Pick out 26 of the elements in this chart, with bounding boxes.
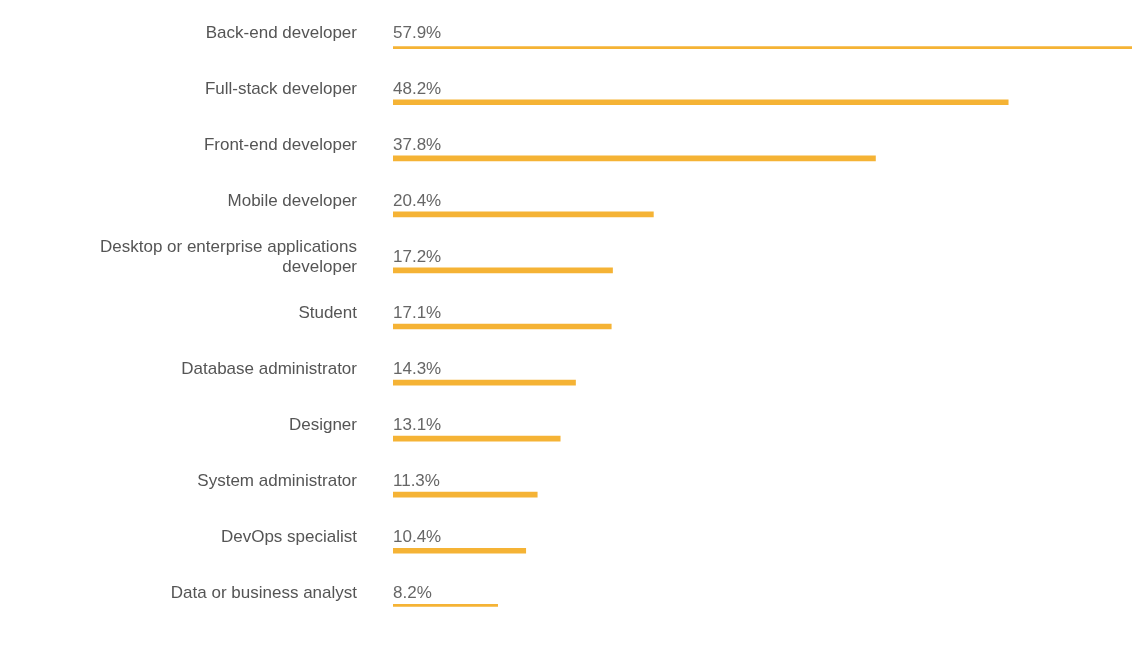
y-tick-label: Front-end developer <box>203 135 358 155</box>
y-tick-label: System administrator <box>197 471 358 491</box>
data-label: 8.2% <box>393 583 432 603</box>
data-label: 20.4% <box>393 191 442 211</box>
y-tick-label: Student <box>298 303 358 323</box>
y-tick-label: Mobile developer <box>227 191 358 211</box>
data-label: 37.8% <box>393 135 442 155</box>
y-tick-label: Desktop or enterprise applications developer <box>99 236 358 277</box>
y-tick-label: DevOps specialist <box>220 527 358 547</box>
data-label: 57.9% <box>393 22 442 42</box>
bar <box>393 547 527 554</box>
data-label: 17.2% <box>393 247 442 267</box>
y-tick-label: Back-end developer <box>205 22 358 42</box>
data-label: 13.1% <box>393 415 442 435</box>
y-tick-label: Full-stack developer <box>204 78 358 98</box>
data-label: 17.1% <box>393 303 442 323</box>
data-label: 14.3% <box>393 359 442 379</box>
y-tick-label: Database administrator <box>181 359 358 379</box>
data-label: 10.4% <box>393 527 442 547</box>
y-tick-label: Data or business analyst <box>170 583 358 603</box>
data-label: 48.2% <box>393 78 442 98</box>
bar <box>393 491 538 498</box>
data-label: 11.3% <box>393 471 440 491</box>
bar <box>393 155 876 162</box>
y-tick-label: Designer <box>288 415 358 435</box>
bar <box>393 99 1009 106</box>
